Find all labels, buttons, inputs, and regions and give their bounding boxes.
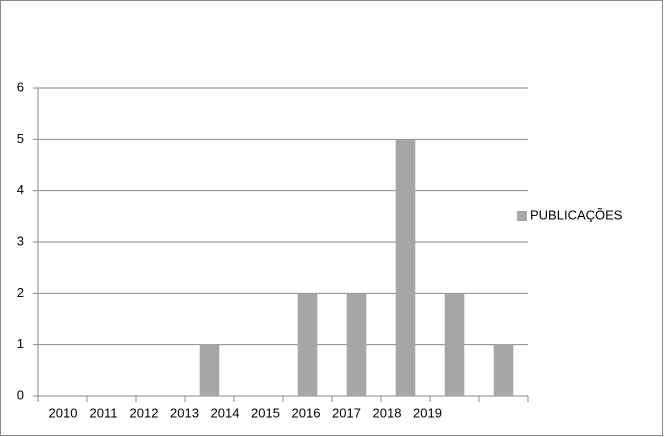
- y-tick-label: 2: [17, 285, 24, 300]
- y-tick-label: 0: [17, 387, 24, 402]
- x-tick-label: 2012: [130, 405, 159, 420]
- y-tick-label: 3: [17, 233, 24, 248]
- legend-swatch: [517, 211, 527, 221]
- x-tick-label: 2010: [49, 405, 78, 420]
- legend-label: PUBLICAÇÕES: [530, 207, 623, 222]
- bar: [493, 344, 514, 396]
- x-tick-label: 2016: [292, 405, 321, 420]
- bar: [199, 344, 220, 396]
- x-tick-label: 2013: [170, 405, 199, 420]
- y-tick-label: 6: [17, 79, 24, 94]
- x-tick-label: 2018: [373, 405, 402, 420]
- x-tick-label: 2011: [90, 405, 118, 420]
- x-tick-label: 2019: [413, 405, 442, 420]
- bar: [395, 139, 416, 397]
- bar: [346, 293, 367, 396]
- y-tick-label: 5: [17, 131, 24, 146]
- bar: [297, 293, 318, 396]
- y-tick-label: 1: [17, 336, 24, 351]
- x-tick-label: 2015: [251, 405, 280, 420]
- x-tick-label: 2017: [332, 405, 361, 420]
- x-tick-label: 2014: [211, 405, 240, 420]
- y-tick-label: 4: [17, 182, 24, 197]
- bar: [444, 293, 465, 396]
